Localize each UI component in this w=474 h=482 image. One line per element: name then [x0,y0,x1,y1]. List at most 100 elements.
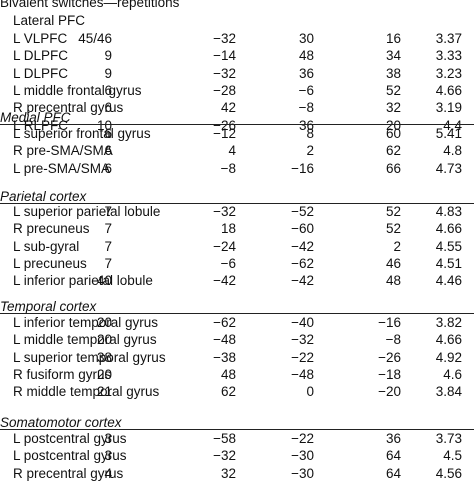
z-coordinate-cell: 20 [385,117,401,133]
ba-cell: 10 [96,117,112,133]
z-coordinate-cell: −16 [378,315,401,330]
y-coordinate-cell: −6 [298,82,314,98]
x-coordinate-cell: −28 [213,82,236,98]
x-coordinate-cell: −8 [220,160,236,176]
x-coordinate-cell: 42 [220,100,236,116]
ba-cell: 20 [96,366,112,382]
z-coordinate-cell: −20 [378,384,401,400]
value-cell: 4.6 [443,366,462,382]
region-cell: L DLPFC [13,48,69,64]
z-coordinate-cell: −18 [378,366,401,382]
value-cell: 4.4 [443,117,462,133]
ba-cell: 45/46 [78,31,112,46]
x-coordinate-cell: −6 [220,255,236,271]
x-coordinate-cell: −58 [213,431,236,446]
table-subheading: Lateral PFC [13,13,86,28]
x-coordinate-cell: 4 [228,143,236,159]
table-row: L DLPFC 9 −32 36 38 3.23 [0,65,474,82]
z-coordinate-cell: 34 [385,48,401,64]
value-cell: 4.66 [435,332,462,348]
section-divider [0,429,474,430]
y-coordinate-cell: 48 [298,48,314,64]
region-cell: L pre-SMA/SMA [13,160,111,176]
z-coordinate-cell: 16 [385,31,401,46]
region-cell: L superior temporal gyrus [13,349,166,365]
y-coordinate-cell: −30 [291,465,314,481]
ba-cell: 6 [104,143,112,159]
region-cell: R precentral gyrus [13,100,124,116]
x-coordinate-cell: −14 [213,48,236,64]
ba-cell: 7 [104,238,112,254]
section-title: Temporal cortex [0,299,97,314]
region-cell: R fusiform gyrus [13,366,112,382]
ba-cell: 38 [96,349,112,365]
table-row: L precuneus 7 −6 −62 46 4.51 [0,255,474,272]
z-coordinate-cell: 46 [385,255,401,271]
z-coordinate-cell: 52 [385,204,401,219]
value-cell: 5.41 [435,126,462,141]
table-heading: Bivalent switches—repetitions [0,0,180,10]
ba-cell: 7 [104,204,112,219]
x-coordinate-cell: −26 [213,117,236,133]
section-divider [0,203,474,204]
section-title: Somatomotor cortex [0,415,122,430]
table-row: R precentral gyrus 4 32 −30 64 4.56 [0,465,474,482]
region-cell: R pre-SMA/SMA [13,143,113,159]
value-cell: 4.92 [435,349,462,365]
table-row: R middle temporal gyrus 21 62 0 −20 3.84 [0,383,474,400]
table-row: L inferior temporal gyrus 20 −62 −40 −16 3.82 [0,314,474,331]
table-row: L DLPFC 9 −14 48 34 3.33 [0,47,474,64]
ba-cell: 9 [104,48,112,64]
y-coordinate-cell: −16 [291,160,314,176]
table-row: R precentral gyrus 6 42 −8 32 3.19 [0,99,474,116]
ba-cell: 7 [104,255,112,271]
z-coordinate-cell: −26 [378,349,401,365]
region-cell: L postcentral gyrus [13,448,127,464]
table-row: R fusiform gyrus 20 48 −48 −18 4.6 [0,366,474,383]
value-cell: 3.82 [435,315,462,330]
x-coordinate-cell: −38 [213,349,236,365]
section-title: Medial PFC [0,110,71,125]
y-coordinate-cell: −48 [291,366,314,382]
value-cell: 4.56 [435,465,462,481]
value-cell: 3.19 [435,100,462,116]
ba-cell: 3 [104,448,112,464]
z-coordinate-cell: 32 [385,100,401,116]
z-coordinate-cell: 66 [385,160,401,176]
ba-cell: 21 [96,384,112,400]
table-row: L superior parietal lobule 7 −32 −52 52 4.83 [0,203,474,220]
region-cell: R middle temporal gyrus [13,384,160,400]
ba-cell: 6 [104,100,112,116]
y-coordinate-cell: 8 [306,126,314,141]
y-coordinate-cell: 36 [298,65,314,81]
table-row: L superior frontal gyrus 6 −12 8 60 5.41 [0,125,474,142]
region-cell: L RLPFC [13,117,69,133]
region-cell: R precuneus [13,221,90,237]
y-coordinate-cell: −60 [291,221,314,237]
y-coordinate-cell: −52 [291,204,314,219]
z-coordinate-cell: 52 [385,82,401,98]
x-coordinate-cell: 48 [220,366,236,382]
region-cell: L middle temporal gyrus [13,332,157,348]
y-coordinate-cell: 36 [298,117,314,133]
y-coordinate-cell: −32 [291,332,314,348]
region-cell: L inferior parietal lobule [13,273,153,289]
y-coordinate-cell: −22 [291,349,314,365]
section-divider [0,313,474,314]
z-coordinate-cell: 62 [385,143,401,159]
region-cell: L VLPFC [13,31,68,46]
table-row: L sub-gyral 7 −24 −42 2 4.55 [0,238,474,255]
x-coordinate-cell: −42 [213,273,236,289]
region-cell: L superior frontal gyrus [13,126,151,141]
region-cell: L inferior temporal gyrus [13,315,159,330]
y-coordinate-cell: 0 [306,384,314,400]
z-coordinate-cell: 64 [385,448,401,464]
z-coordinate-cell: 36 [385,431,401,446]
table-row: L pre-SMA/SMA 6 −8 −16 66 4.73 [0,160,474,177]
value-cell: 4.55 [435,238,462,254]
x-coordinate-cell: −24 [213,238,236,254]
x-coordinate-cell: −62 [213,315,236,330]
table-row: L inferior parietal lobule 40 −42 −42 48 4.46 [0,272,474,289]
value-cell: 3.37 [435,31,462,46]
